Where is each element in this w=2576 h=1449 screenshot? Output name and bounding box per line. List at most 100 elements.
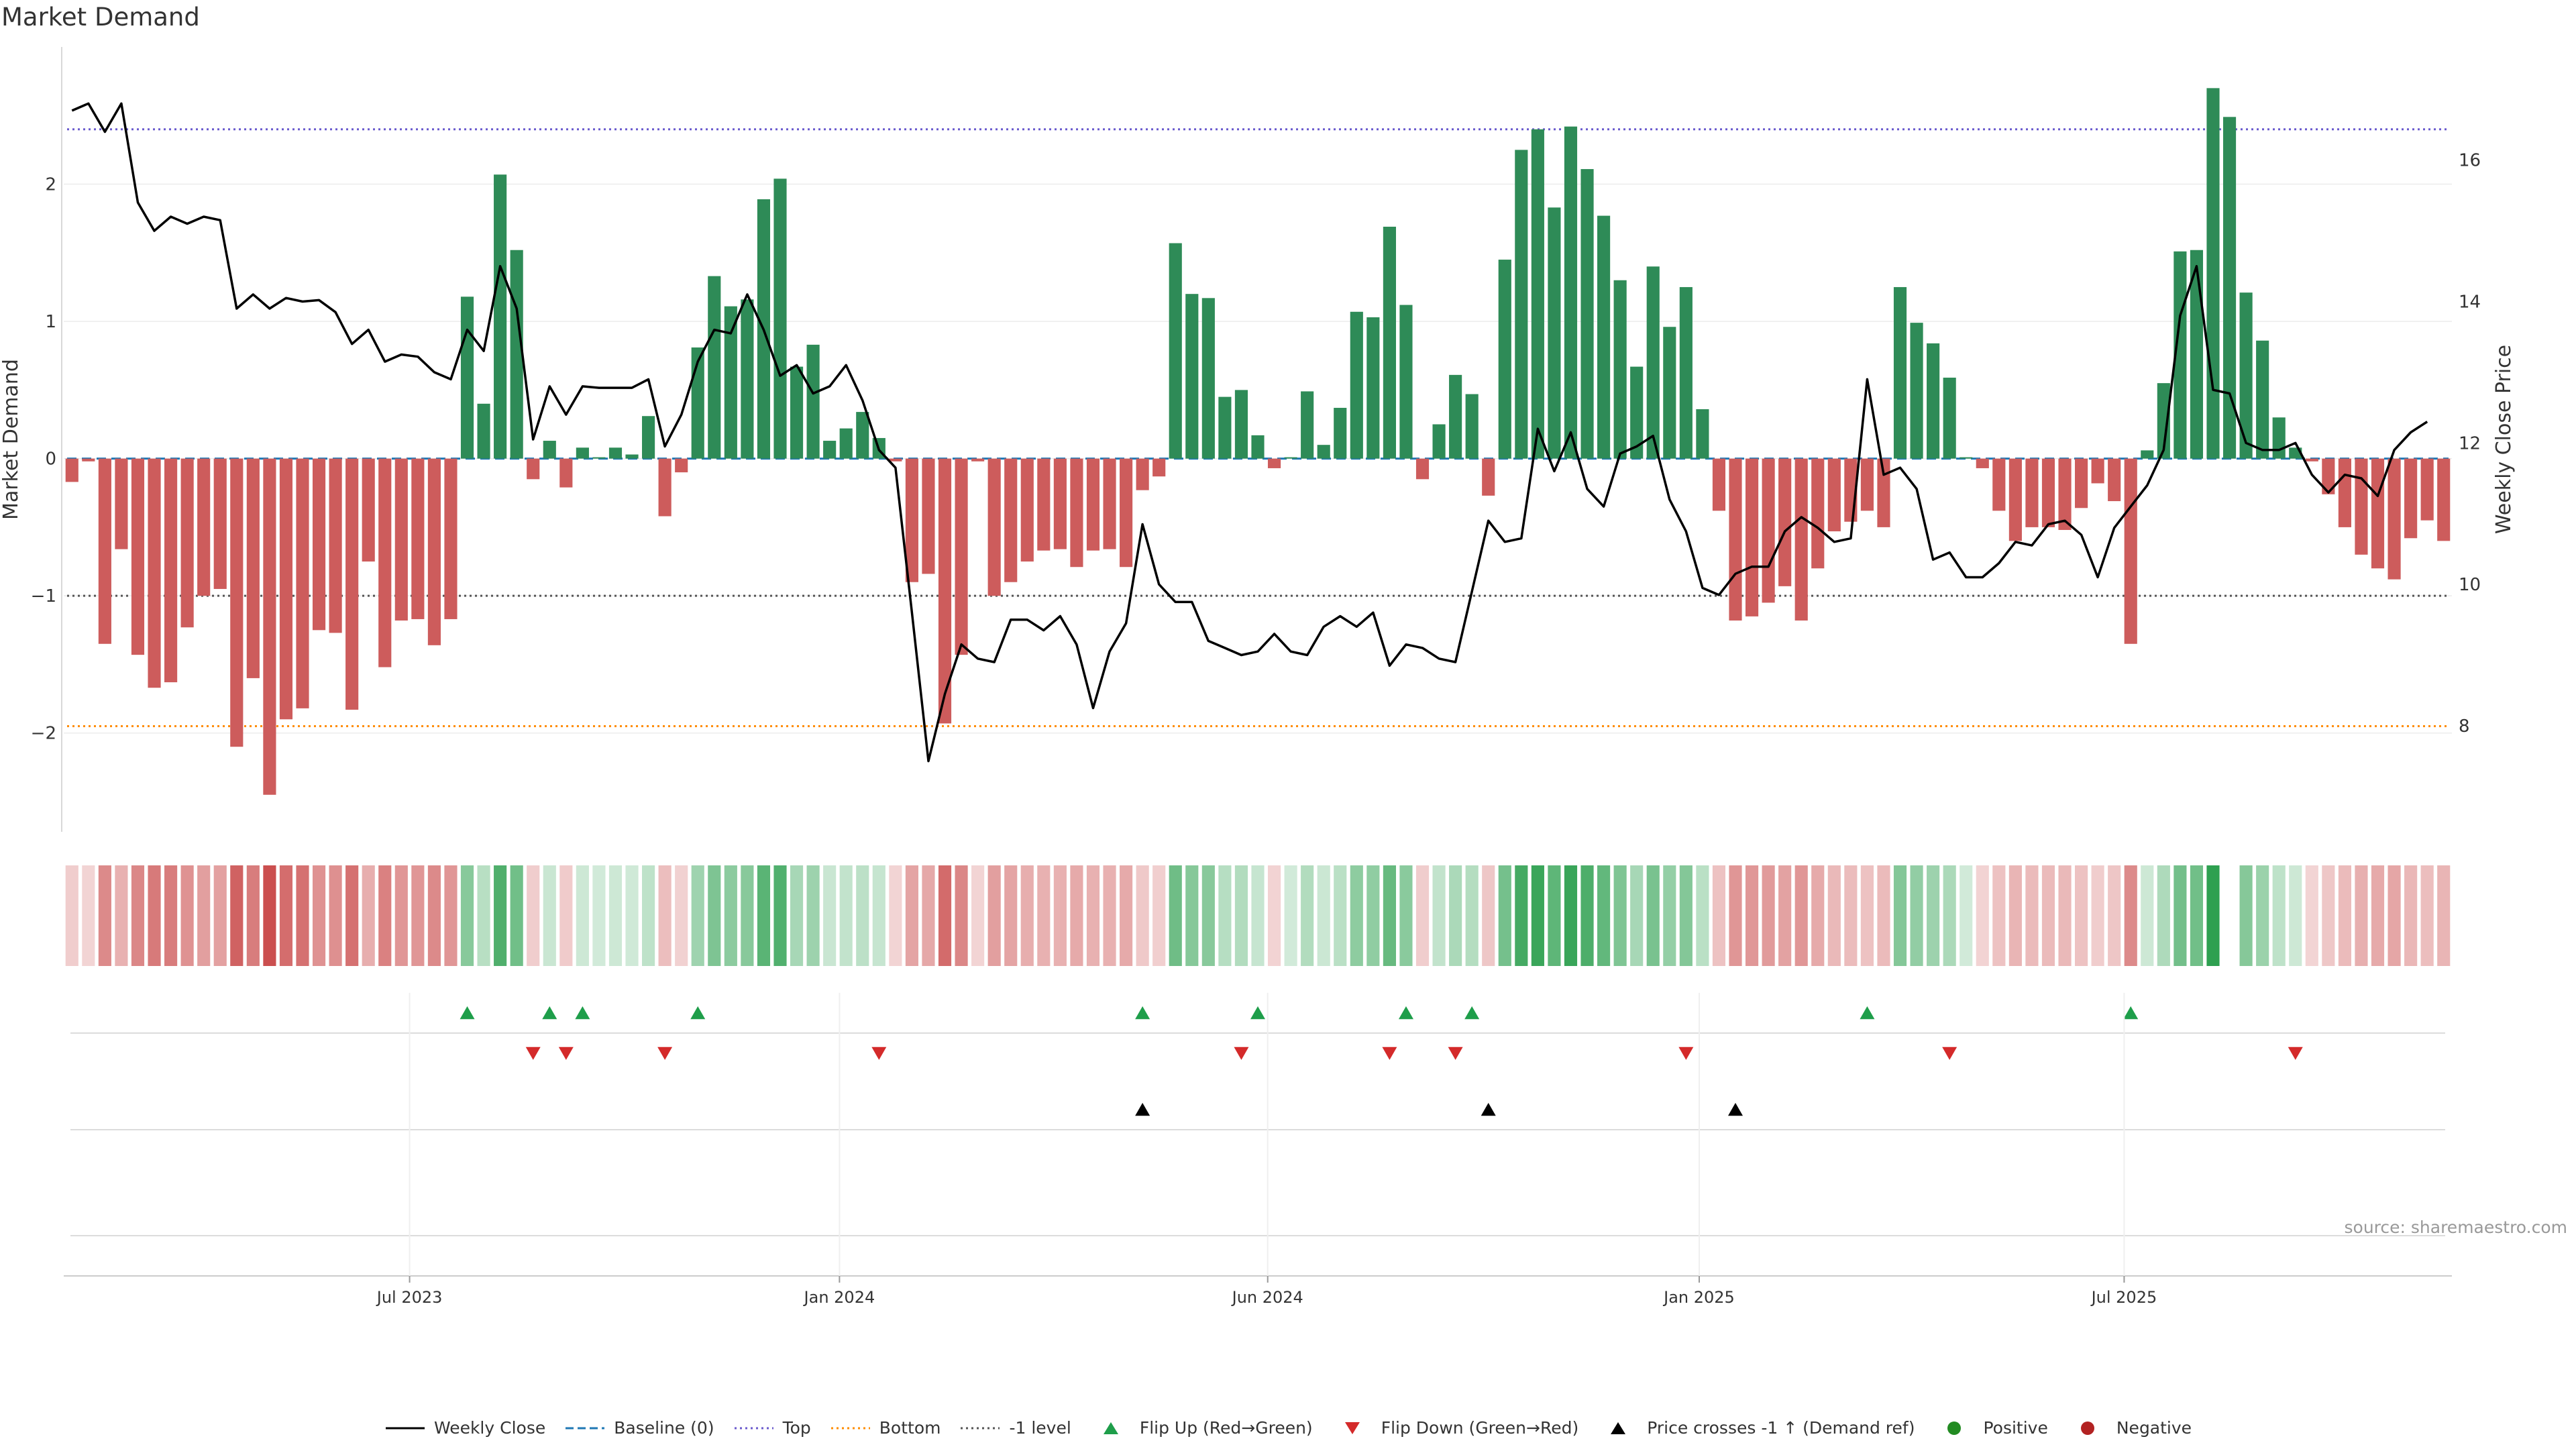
demand-bar xyxy=(1053,458,1067,549)
heat-cell xyxy=(1960,865,1973,966)
demand-bar xyxy=(1729,458,1742,621)
demand-bar xyxy=(955,458,968,655)
heat-cell xyxy=(741,865,754,966)
demand-bar xyxy=(1597,215,1611,459)
demand-bar xyxy=(773,178,787,459)
legend-item[interactable]: Flip Down (Green→Red) xyxy=(1332,1418,1578,1438)
demand-bar xyxy=(642,416,655,459)
heat-cell xyxy=(1893,865,1907,966)
demand-bar xyxy=(987,458,1001,596)
heat-cell xyxy=(1053,865,1067,966)
heat-cell xyxy=(1646,865,1660,966)
heat-cell xyxy=(2091,865,2104,966)
legend-item[interactable]: Weekly Close xyxy=(384,1418,545,1438)
demand-bar xyxy=(1531,129,1544,459)
heat-cell xyxy=(559,865,573,966)
demand-bar xyxy=(1399,305,1413,459)
heat-cell xyxy=(691,865,704,966)
demand-bar xyxy=(1251,435,1265,459)
heat-cell xyxy=(1152,865,1166,966)
demand-bar xyxy=(1152,458,1166,477)
heat-cell xyxy=(411,865,425,966)
demand-bar xyxy=(1301,391,1314,459)
heat-cell xyxy=(1630,865,1644,966)
y2-tick-label: 14 xyxy=(2459,292,2481,312)
heat-cell xyxy=(494,865,507,966)
legend-item[interactable]: Positive xyxy=(1933,1418,2048,1438)
circle-icon xyxy=(1947,1421,1962,1435)
reference-lines xyxy=(67,128,2449,727)
flip-down-marker xyxy=(871,1046,887,1060)
heat-cell xyxy=(2008,865,2022,966)
flip-up-marker xyxy=(1250,1006,1265,1020)
demand-bar xyxy=(1943,377,1956,459)
demand-bar xyxy=(823,441,837,459)
heat-cell xyxy=(1086,865,1100,966)
flip-down-marker xyxy=(525,1046,541,1060)
heat-cell xyxy=(1548,865,1561,966)
demand-bar xyxy=(1415,458,1430,480)
demand-bar xyxy=(1498,260,1511,459)
legend-item[interactable]: -1 level xyxy=(959,1418,1071,1438)
legend-item[interactable]: Top xyxy=(733,1418,811,1438)
demand-bar xyxy=(279,458,293,720)
demand-bar xyxy=(2206,88,2220,459)
legend-label: Baseline (0) xyxy=(614,1418,714,1438)
heat-cell xyxy=(527,865,540,966)
demand-bar xyxy=(115,458,128,549)
source-note: source: sharemaestro.com xyxy=(2344,1218,2568,1237)
legend-item[interactable]: Negative xyxy=(2067,1418,2192,1438)
heat-cell xyxy=(1910,865,1923,966)
weekly-close-line xyxy=(71,102,2428,763)
demand-bar xyxy=(543,441,556,459)
heat-cell xyxy=(823,865,837,966)
heat-cell xyxy=(427,865,441,966)
demand-bar xyxy=(1383,226,1396,459)
legend-label: Negative xyxy=(2116,1418,2192,1438)
legend-item[interactable]: Flip Up (Red→Green) xyxy=(1090,1418,1313,1438)
legend-item[interactable]: Baseline (0) xyxy=(564,1418,714,1438)
heat-cell xyxy=(82,865,95,966)
demand-bar xyxy=(527,458,540,480)
demand-bar xyxy=(675,458,688,473)
heat-cell xyxy=(1251,865,1265,966)
x-tick-label: Jan 2025 xyxy=(1662,1288,1735,1307)
heat-cell xyxy=(1234,865,1248,966)
demand-bar xyxy=(2420,458,2434,521)
demand-bar xyxy=(856,412,869,459)
legend-swatch xyxy=(2080,1421,2094,1435)
demand-bar xyxy=(2041,458,2055,527)
demand-bar xyxy=(1004,458,1018,582)
price-cross-marker xyxy=(1728,1103,1743,1116)
heat-cell xyxy=(971,865,985,966)
demand-bar xyxy=(1218,396,1232,459)
demand-bar xyxy=(1086,458,1100,551)
heat-cell xyxy=(2124,865,2137,966)
heat-cell xyxy=(1564,865,1578,966)
demand-bar xyxy=(1103,458,1116,549)
demand-bar xyxy=(1580,169,1594,459)
circle-icon xyxy=(2080,1421,2094,1435)
heat-cell xyxy=(1580,865,1594,966)
heat-cell xyxy=(1794,865,1808,966)
demand-bar xyxy=(65,458,78,482)
heat-cell xyxy=(2371,865,2385,966)
heat-cell xyxy=(1020,865,1034,966)
heat-cell xyxy=(938,865,952,966)
y2-tick-label: 8 xyxy=(2459,716,2470,737)
y-axis-label: Market Demand xyxy=(0,359,23,520)
heat-cell xyxy=(790,865,804,966)
legend-item[interactable]: Bottom xyxy=(830,1418,941,1438)
legend-label: -1 level xyxy=(1009,1418,1071,1438)
heat-cell xyxy=(1037,865,1051,966)
demand-bar xyxy=(2008,458,2022,541)
legend-swatch xyxy=(961,1427,1000,1429)
demand-bar xyxy=(1136,458,1149,490)
heat-cell xyxy=(724,865,737,966)
legend-item[interactable]: Price crosses -1 ↑ (Demand ref) xyxy=(1597,1418,1915,1438)
demand-bar xyxy=(1927,343,1940,459)
heat-cell xyxy=(2141,865,2154,966)
heat-cell xyxy=(1301,865,1314,966)
demand-bar xyxy=(1976,458,1989,468)
